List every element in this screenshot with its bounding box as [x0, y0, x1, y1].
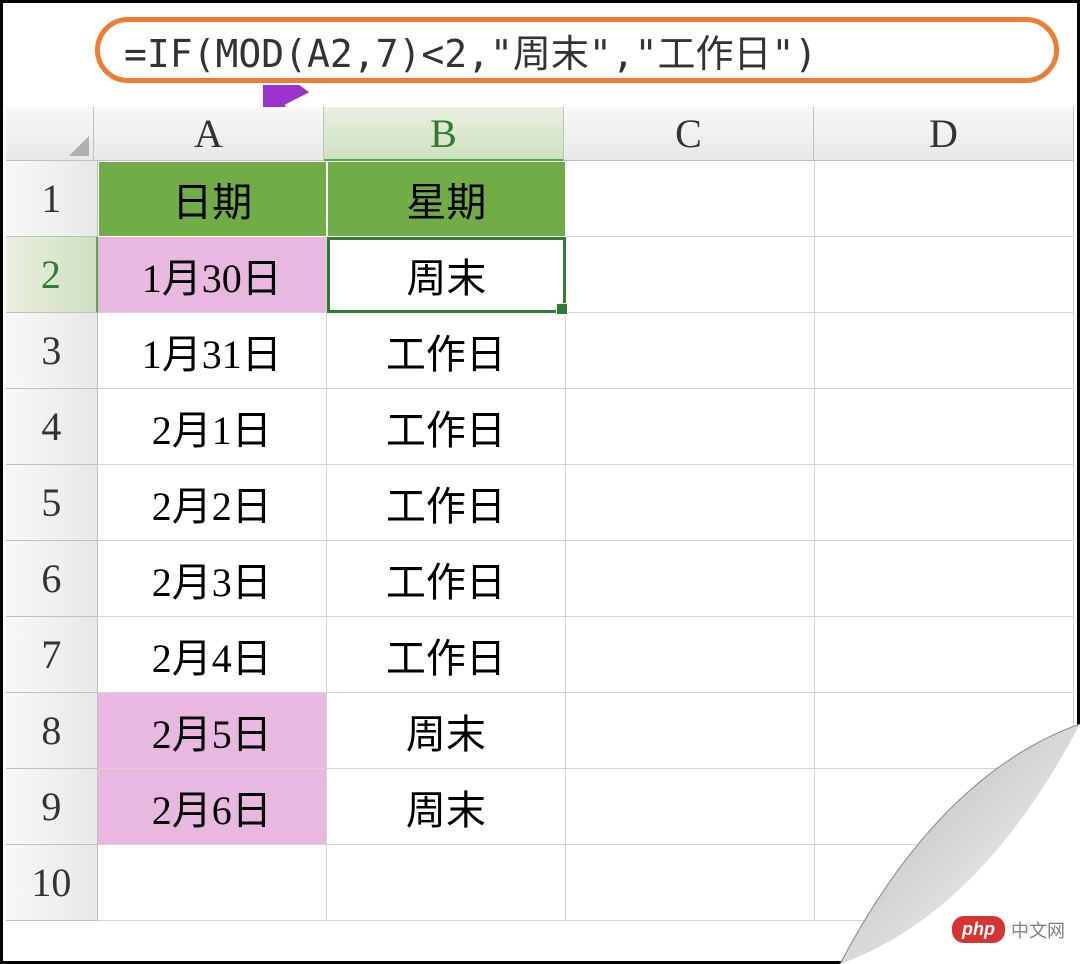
- cell-b2[interactable]: 周末: [327, 237, 566, 313]
- row-header-5[interactable]: 5: [6, 465, 98, 541]
- watermark-text: 中文网: [1011, 917, 1065, 943]
- column-headers-row: ABCD: [6, 107, 1074, 161]
- row-header-4[interactable]: 4: [6, 389, 98, 465]
- cell-a8[interactable]: 2月5日: [98, 693, 327, 769]
- watermark-badge: php: [952, 916, 1005, 943]
- formula-text: =IF(MOD(A2,7)<2,"周末","工作日"): [124, 23, 817, 78]
- cell-c3[interactable]: [566, 313, 815, 389]
- row-header-3[interactable]: 3: [6, 313, 98, 389]
- table-row: 10: [6, 845, 1074, 921]
- cell-c7[interactable]: [566, 617, 815, 693]
- row-header-6[interactable]: 6: [6, 541, 98, 617]
- cell-d9[interactable]: [815, 769, 1074, 845]
- cell-d6[interactable]: [815, 541, 1074, 617]
- column-header-d[interactable]: D: [814, 107, 1074, 161]
- table-row: 52月2日工作日: [6, 465, 1074, 541]
- table-row: 21月30日周末: [6, 237, 1074, 313]
- table-row: 82月5日周末: [6, 693, 1074, 769]
- select-all-corner[interactable]: [6, 107, 94, 161]
- cell-b4[interactable]: 工作日: [327, 389, 566, 465]
- column-header-c[interactable]: C: [564, 107, 814, 161]
- cell-c10[interactable]: [566, 845, 815, 921]
- table-row: 31月31日工作日: [6, 313, 1074, 389]
- cell-c8[interactable]: [566, 693, 815, 769]
- table-row: 62月3日工作日: [6, 541, 1074, 617]
- cell-a9[interactable]: 2月6日: [98, 769, 327, 845]
- cell-d10[interactable]: [815, 845, 1074, 921]
- table-row: 42月1日工作日: [6, 389, 1074, 465]
- cell-d7[interactable]: [815, 617, 1074, 693]
- cell-c2[interactable]: [566, 237, 815, 313]
- cell-a4[interactable]: 2月1日: [98, 389, 327, 465]
- table-row: 1日期星期: [6, 161, 1074, 237]
- cell-b6[interactable]: 工作日: [327, 541, 566, 617]
- cell-b7[interactable]: 工作日: [327, 617, 566, 693]
- cell-c4[interactable]: [566, 389, 815, 465]
- column-header-b[interactable]: B: [324, 107, 564, 161]
- table-row: 92月6日周末: [6, 769, 1074, 845]
- cell-b9[interactable]: 周末: [327, 769, 566, 845]
- cell-c9[interactable]: [566, 769, 815, 845]
- row-header-9[interactable]: 9: [6, 769, 98, 845]
- spreadsheet-container: =IF(MOD(A2,7)<2,"周末","工作日") ABCD 1日期星期21…: [0, 0, 1080, 964]
- column-header-a[interactable]: A: [94, 107, 324, 161]
- cell-b5[interactable]: 工作日: [327, 465, 566, 541]
- cell-d2[interactable]: [815, 237, 1074, 313]
- cell-a10[interactable]: [98, 845, 327, 921]
- cell-d3[interactable]: [815, 313, 1074, 389]
- cell-d5[interactable]: [815, 465, 1074, 541]
- row-header-8[interactable]: 8: [6, 693, 98, 769]
- cell-a3[interactable]: 1月31日: [98, 313, 327, 389]
- cell-a6[interactable]: 2月3日: [98, 541, 327, 617]
- cell-a2[interactable]: 1月30日: [98, 237, 327, 313]
- cell-c5[interactable]: [566, 465, 815, 541]
- cell-a1[interactable]: 日期: [98, 161, 327, 237]
- cell-a7[interactable]: 2月4日: [98, 617, 327, 693]
- cell-d8[interactable]: [815, 693, 1074, 769]
- cell-a5[interactable]: 2月2日: [98, 465, 327, 541]
- cell-b1[interactable]: 星期: [327, 161, 566, 237]
- row-header-7[interactable]: 7: [6, 617, 98, 693]
- cell-c1[interactable]: [566, 161, 815, 237]
- cell-b10[interactable]: [327, 845, 566, 921]
- watermark: php 中文网: [952, 916, 1065, 943]
- cell-c6[interactable]: [566, 541, 815, 617]
- row-header-10[interactable]: 10: [6, 845, 98, 921]
- cell-d1[interactable]: [815, 161, 1074, 237]
- table-row: 72月4日工作日: [6, 617, 1074, 693]
- row-header-2[interactable]: 2: [6, 237, 98, 313]
- formula-bar[interactable]: =IF(MOD(A2,7)<2,"周末","工作日"): [95, 17, 1059, 83]
- cell-b8[interactable]: 周末: [327, 693, 566, 769]
- spreadsheet-grid: ABCD 1日期星期21月30日周末31月31日工作日42月1日工作日52月2日…: [6, 107, 1074, 958]
- cell-b3[interactable]: 工作日: [327, 313, 566, 389]
- row-header-1[interactable]: 1: [6, 161, 98, 237]
- cell-d4[interactable]: [815, 389, 1074, 465]
